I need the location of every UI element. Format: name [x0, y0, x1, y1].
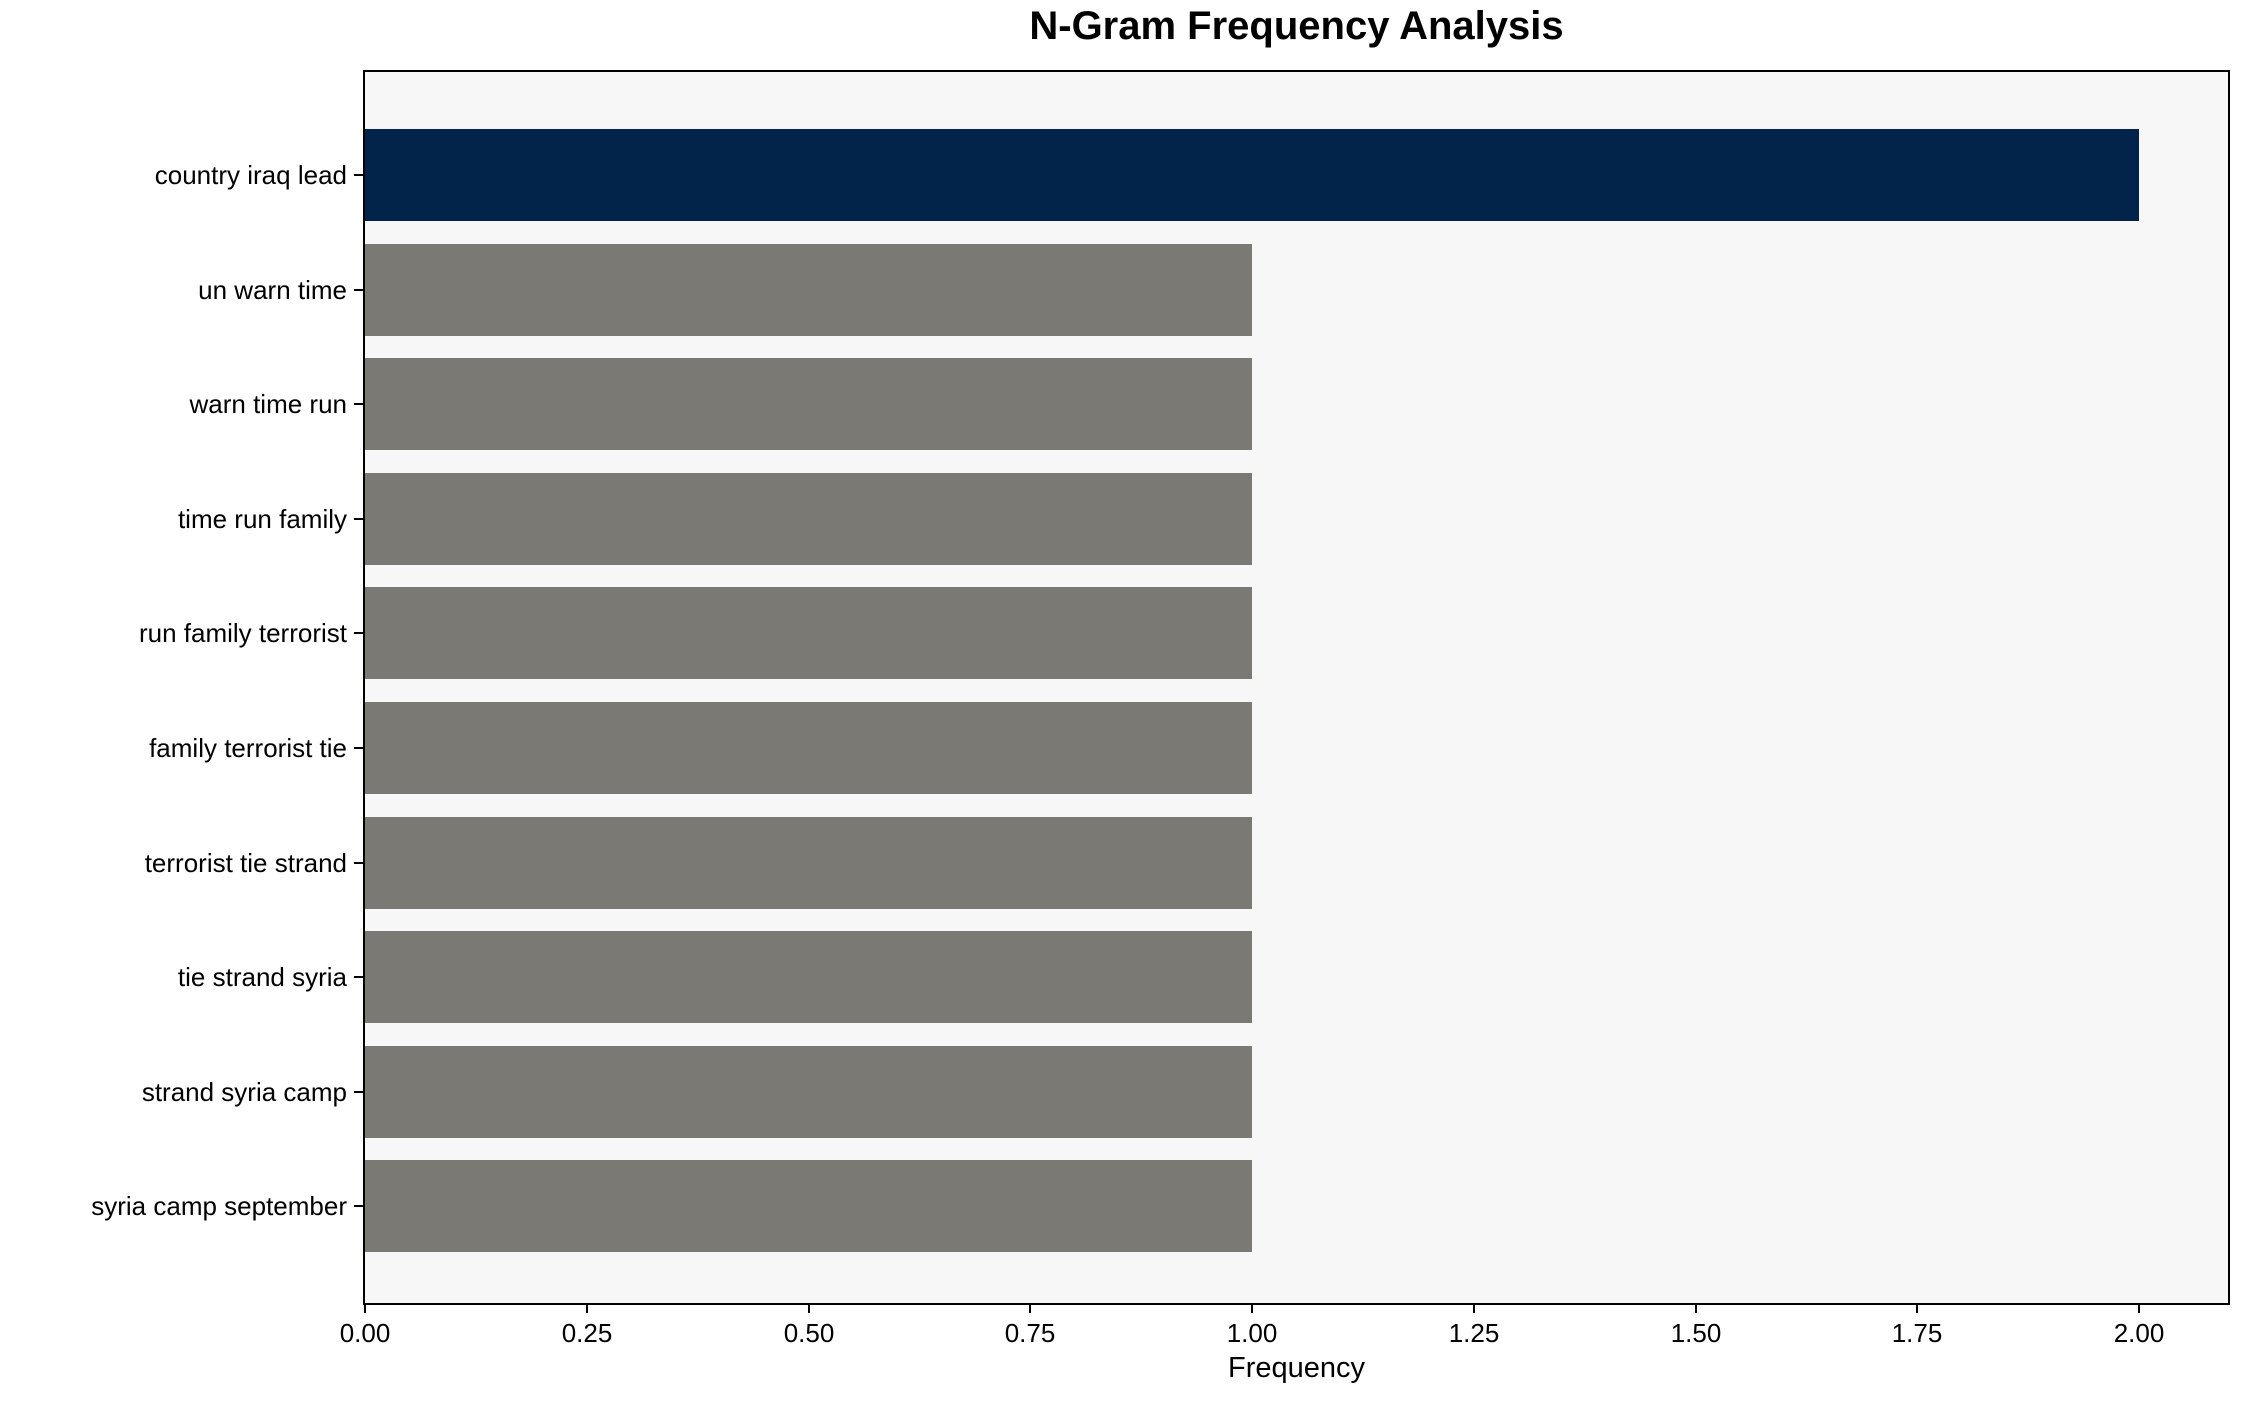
bar: [365, 1046, 1252, 1138]
bar: [365, 587, 1252, 679]
chart-title: N-Gram Frequency Analysis: [1029, 4, 1564, 48]
y-tick-mark: [354, 747, 365, 749]
y-tick-mark: [354, 289, 365, 291]
bar: [365, 1160, 1252, 1252]
y-tick-mark: [354, 976, 365, 978]
x-tick-label: 1.00: [1226, 1318, 1278, 1348]
y-tick-label: family terrorist tie: [149, 733, 347, 763]
x-tick-label: 0.50: [783, 1318, 835, 1348]
bar: [365, 129, 2139, 221]
bar: [365, 817, 1252, 909]
y-tick-label: country iraq lead: [154, 160, 347, 190]
y-tick-label: un warn time: [198, 275, 347, 305]
bar: [365, 244, 1252, 336]
y-tick-mark: [354, 632, 365, 634]
y-tick-mark: [354, 518, 365, 520]
x-tick-mark: [808, 1303, 810, 1313]
x-tick-mark: [2138, 1303, 2140, 1313]
x-tick-label: 0.75: [1004, 1318, 1056, 1348]
x-tick-mark: [586, 1303, 588, 1313]
y-tick-label: run family terrorist: [138, 618, 347, 648]
y-tick-mark: [354, 862, 365, 864]
x-tick-label: 1.25: [1448, 1318, 1500, 1348]
x-tick-mark: [364, 1303, 366, 1313]
y-tick-label: syria camp september: [91, 1191, 347, 1221]
y-tick-label: strand syria camp: [141, 1077, 347, 1107]
x-tick-mark: [1029, 1303, 1031, 1313]
y-tick-mark: [354, 403, 365, 405]
bar: [365, 702, 1252, 794]
y-tick-label: terrorist tie strand: [144, 848, 347, 878]
bar: [365, 931, 1252, 1023]
y-tick-mark: [354, 1091, 365, 1093]
x-tick-mark: [1473, 1303, 1475, 1313]
x-tick-label: 2.00: [2113, 1318, 2165, 1348]
x-tick-mark: [1251, 1303, 1253, 1313]
x-axis-label: Frequency: [1227, 1352, 1365, 1384]
bar: [365, 358, 1252, 450]
y-tick-label: tie strand syria: [177, 962, 347, 992]
y-tick-label: warn time run: [189, 389, 348, 419]
x-tick-label: 1.75: [1891, 1318, 1943, 1348]
x-tick-label: 1.50: [1670, 1318, 1722, 1348]
y-tick-mark: [354, 1205, 365, 1207]
y-tick-mark: [354, 174, 365, 176]
y-tick-label: time run family: [177, 504, 347, 534]
bar: [365, 473, 1252, 565]
x-tick-mark: [1695, 1303, 1697, 1313]
x-tick-label: 0.25: [561, 1318, 613, 1348]
x-tick-mark: [1916, 1303, 1918, 1313]
x-tick-label: 0.00: [339, 1318, 391, 1348]
